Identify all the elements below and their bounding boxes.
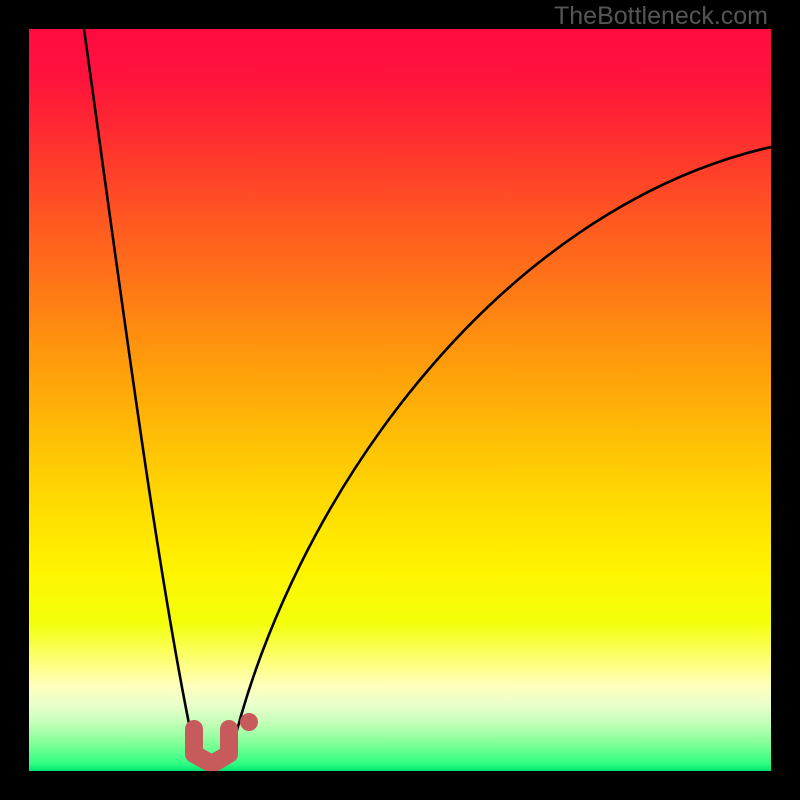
chart-stage: TheBottleneck.com (0, 0, 800, 800)
u-bottom-shape (194, 729, 229, 764)
watermark-text: TheBottleneck.com (554, 2, 768, 31)
dot-marker (240, 713, 258, 731)
left-curve (84, 29, 197, 762)
right-curve (229, 147, 771, 762)
curve-layer (29, 29, 771, 771)
